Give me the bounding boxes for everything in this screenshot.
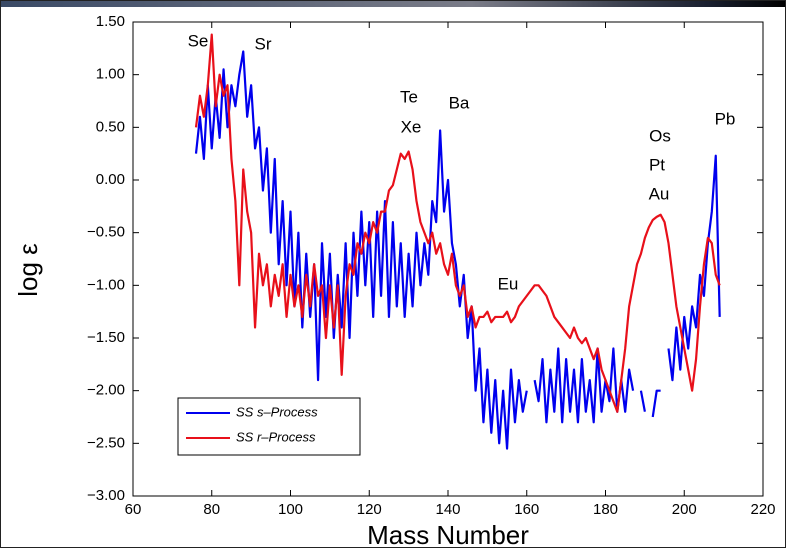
element-label: Sr	[255, 34, 272, 53]
x-tick-label: 220	[750, 501, 775, 518]
series-line	[194, 50, 721, 450]
x-tick-label: 180	[593, 501, 618, 518]
y-tick-label: 0.00	[96, 171, 125, 188]
element-label: Te	[400, 87, 418, 106]
element-label: Pt	[649, 155, 665, 174]
element-label: Xe	[401, 117, 422, 136]
y-tick-label: 1.00	[96, 66, 125, 83]
legend-label: SS s–Process	[236, 404, 318, 419]
legend-box	[177, 397, 361, 456]
x-axis-label: Mass Number	[367, 520, 529, 548]
x-tick-label: 100	[278, 501, 303, 518]
x-tick-label: 80	[203, 501, 220, 518]
element-label: Se	[188, 31, 209, 50]
y-tick-label: −1.50	[87, 329, 125, 346]
x-tick-label: 140	[435, 501, 460, 518]
legend-label: SS r–Process	[236, 429, 316, 444]
x-tick-label: 200	[672, 501, 697, 518]
element-label: Pb	[715, 109, 736, 128]
y-tick-label: −3.00	[87, 487, 125, 504]
series-line	[194, 33, 721, 413]
element-label: Au	[649, 184, 670, 203]
banner	[0, 0, 786, 7]
y-tick-label: 0.50	[96, 118, 125, 135]
y-tick-label: −2.50	[87, 434, 125, 451]
x-tick-label: 160	[514, 501, 539, 518]
element-label: Os	[649, 126, 671, 145]
y-tick-label: −2.00	[87, 382, 125, 399]
element-label: Ba	[449, 93, 470, 112]
x-tick-label: 120	[357, 501, 382, 518]
y-axis-label: log ε	[13, 243, 43, 297]
y-tick-label: −1.00	[87, 276, 125, 293]
element-label: Eu	[498, 274, 519, 293]
y-tick-label: 1.50	[96, 13, 125, 30]
x-tick-label: 60	[125, 501, 142, 518]
y-tick-label: −0.50	[87, 224, 125, 241]
